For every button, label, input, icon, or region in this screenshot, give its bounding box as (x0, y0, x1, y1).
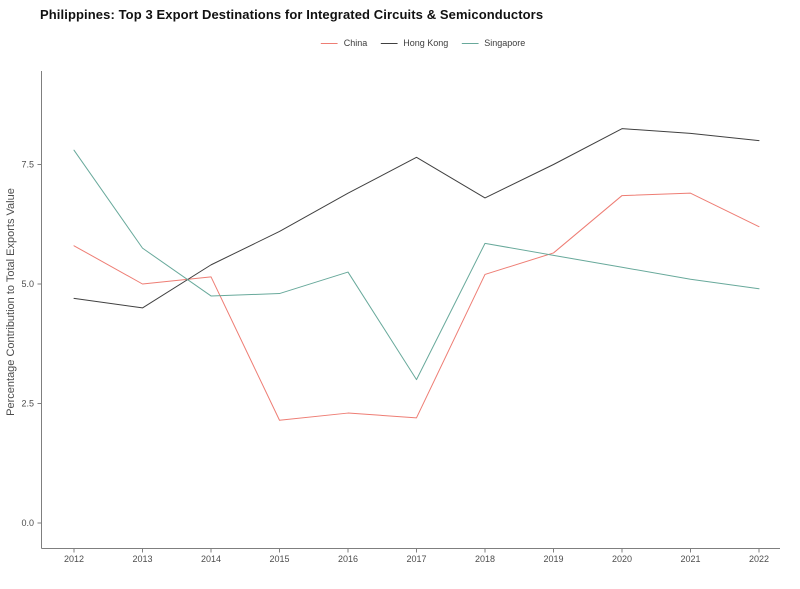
legend-item-singapore: Singapore (461, 38, 525, 48)
x-tick-label: 2020 (612, 554, 632, 564)
series-line-china (73, 192, 760, 421)
legend-item-china: China (320, 38, 368, 48)
x-tick-label: 2014 (201, 554, 221, 564)
x-tick-label: 2018 (475, 554, 495, 564)
legend-item-hong-kong: Hong Kong (380, 38, 448, 48)
x-tick-label: 2012 (64, 554, 84, 564)
x-tick-label: 2017 (406, 554, 426, 564)
legend-key-line (320, 42, 338, 44)
x-tick-label: 2013 (132, 554, 152, 564)
legend-label: Hong Kong (403, 38, 449, 48)
chart-title: Philippines: Top 3 Export Destinations f… (40, 7, 544, 22)
series-line-hong-kong (73, 128, 760, 309)
legend-key-line (461, 42, 479, 44)
legend-key-line (380, 42, 398, 44)
legend-label: Singapore (484, 38, 526, 48)
x-tick-label: 2016 (338, 554, 358, 564)
series-line-singapore (73, 149, 760, 381)
legend-label: China (343, 38, 368, 48)
x-tick-label: 2022 (749, 554, 769, 564)
x-tick-label: 2019 (543, 554, 563, 564)
y-tick-label: 7.5 (21, 160, 34, 170)
legend: China Hong Kong Singapore (320, 38, 525, 48)
y-tick-label: 2.5 (21, 399, 34, 409)
x-tick-label: 2021 (680, 554, 700, 564)
x-tick-label: 2015 (269, 554, 289, 564)
y-tick-label: 0.0 (21, 518, 34, 528)
y-axis-label: Percentage Contribution to Total Exports… (5, 188, 17, 416)
y-tick-label: 5.0 (21, 279, 34, 289)
